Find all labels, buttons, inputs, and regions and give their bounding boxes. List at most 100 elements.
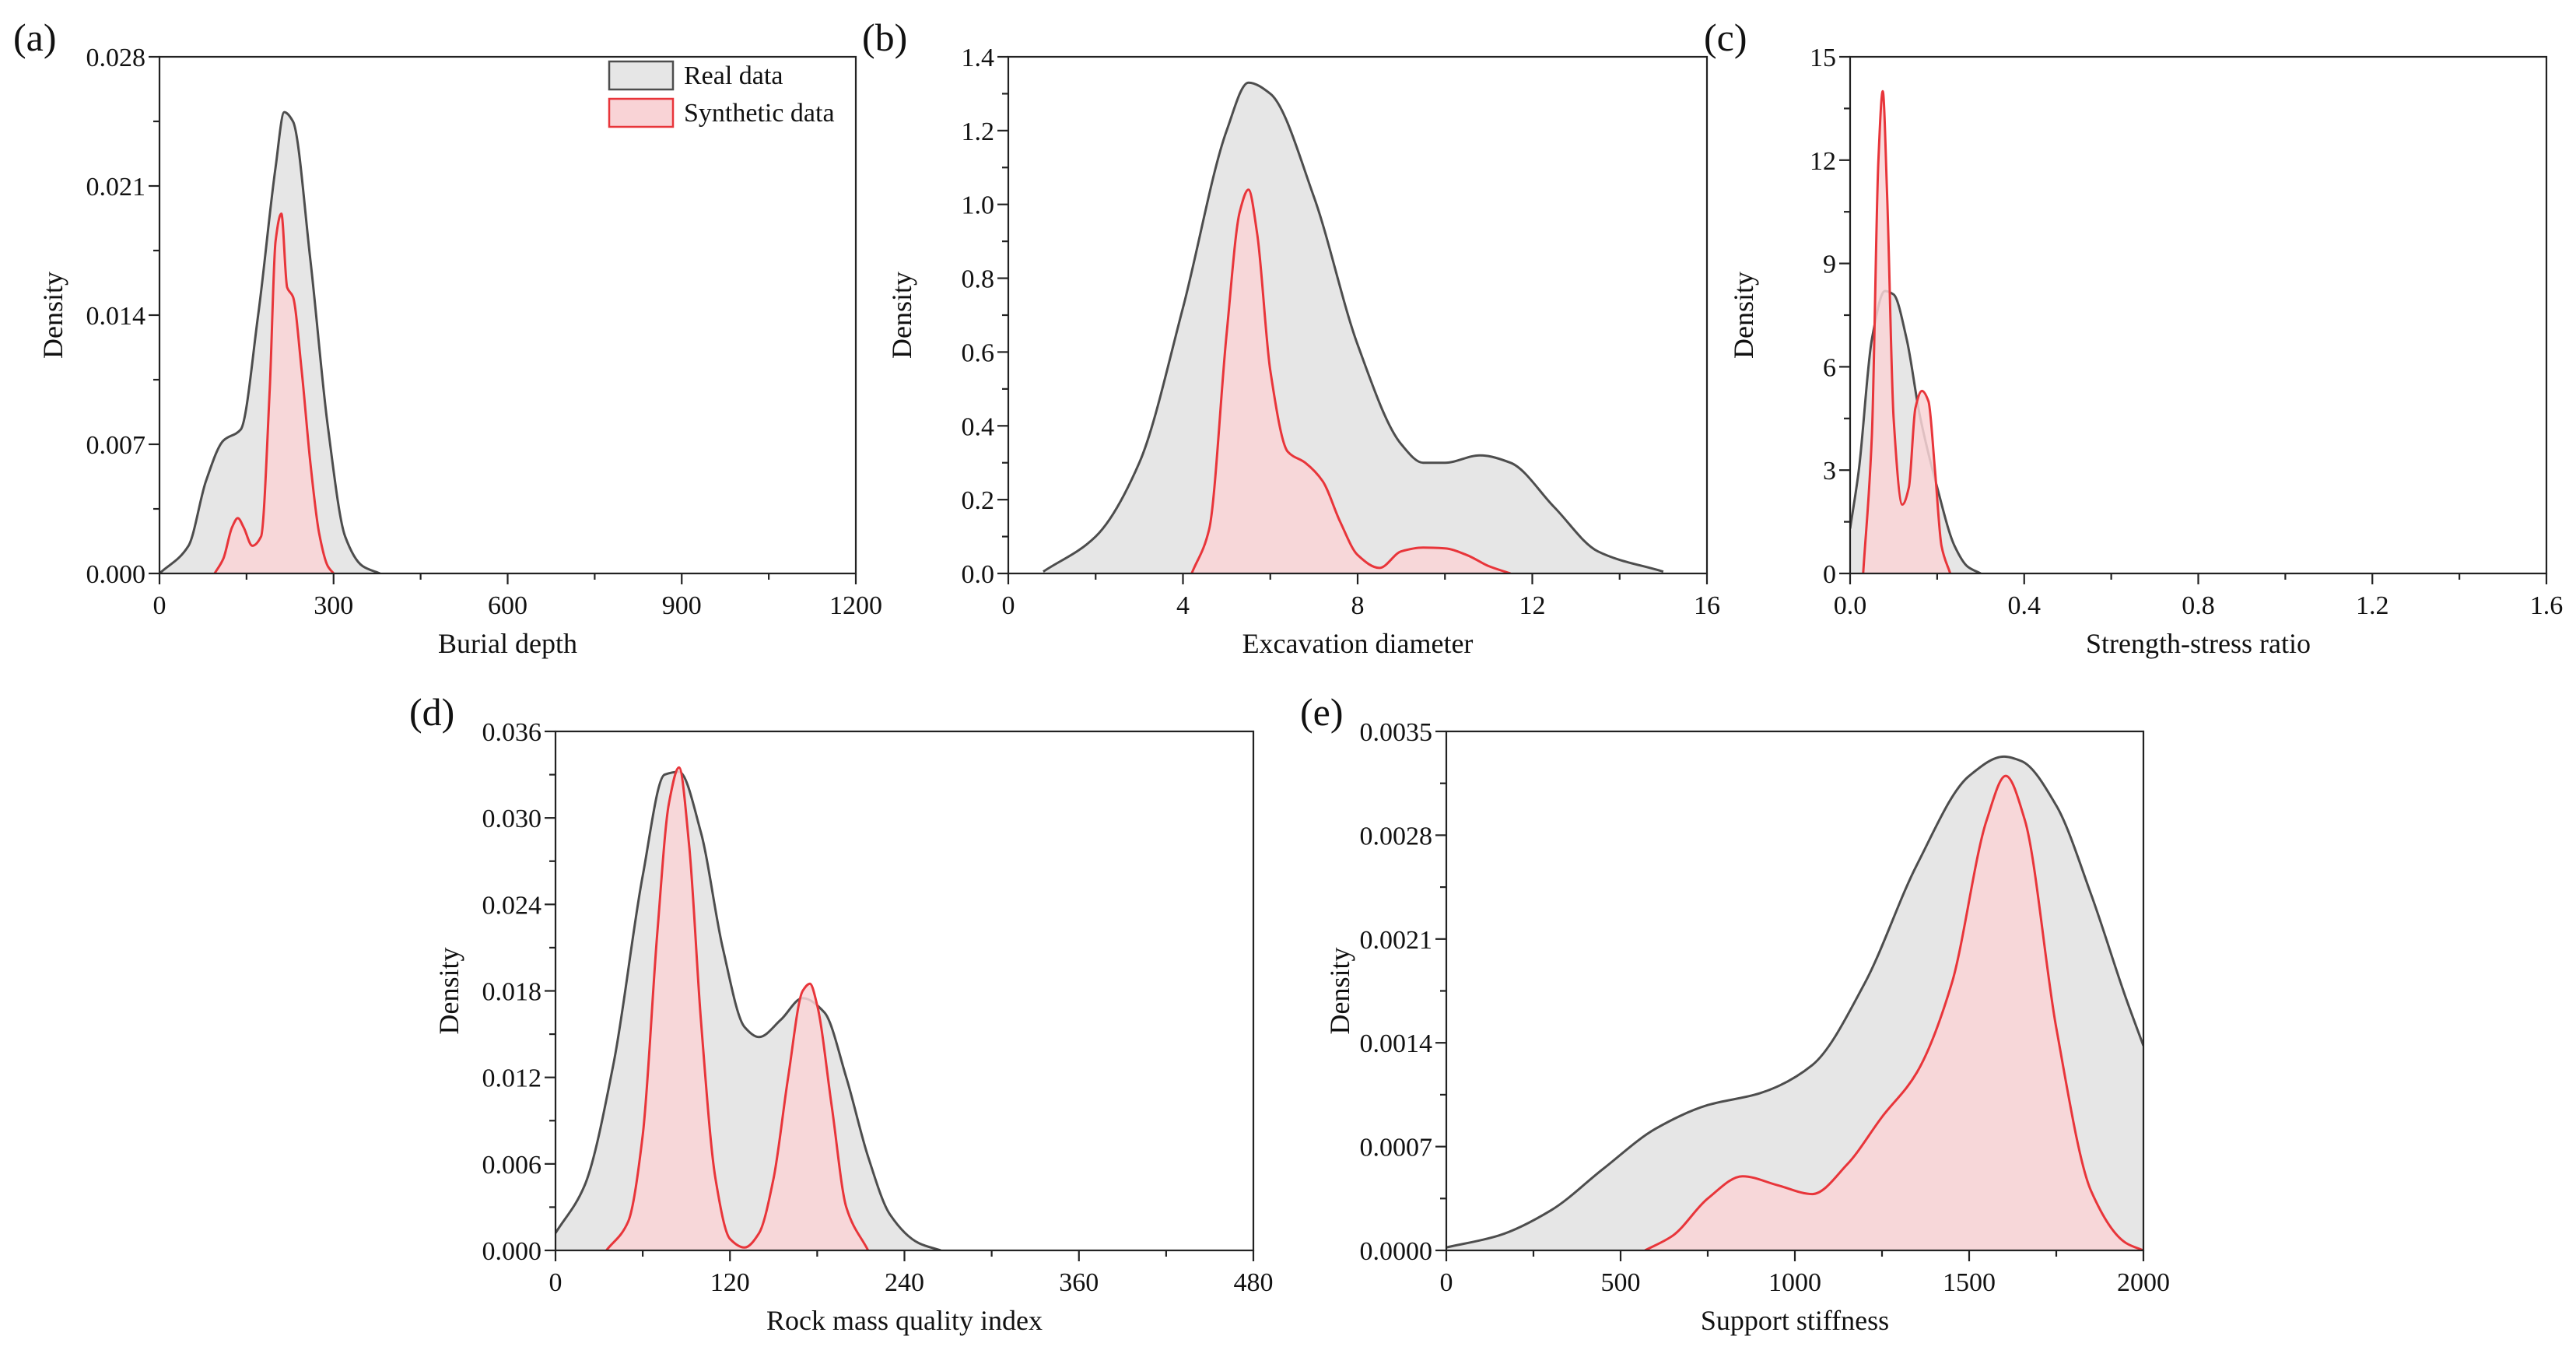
- y-tick-label: 1.4: [962, 44, 995, 72]
- legend-swatch: [608, 60, 675, 91]
- y-tick-label: 0.028: [86, 44, 146, 72]
- x-tick-label: 1200: [829, 591, 882, 620]
- panel-2: 0 4 8 12 16 0.0 0.2 0.4 0.6 0.8 1.0 1.2 1.4 Excavatio…: [862, 16, 1720, 659]
- y-axis-label: Density: [37, 272, 68, 359]
- synthetic-data-density-curve: [213, 212, 335, 573]
- panel-5: 0 500 1000 1500 2000 0.0000 0.0007 0.0014 0.0021…: [1300, 690, 2170, 1336]
- x-axis-label: Support stiffness: [1701, 1305, 1889, 1336]
- synthetic-data-density-curve: [1644, 774, 2143, 1250]
- x-tick-label: 0: [1002, 591, 1015, 620]
- x-axis-label: Strength-stress ratio: [2086, 628, 2311, 659]
- y-tick-label: 0.6: [962, 338, 995, 367]
- synthetic-data-area: [606, 767, 868, 1250]
- y-tick-label: 0.030: [482, 805, 542, 833]
- y-tick-label: 0.0: [962, 560, 995, 589]
- x-tick-label: 360: [1059, 1268, 1099, 1297]
- y-tick-label: 9: [1823, 251, 1836, 279]
- y-axis-label: Density: [1728, 272, 1759, 359]
- x-tick-label: 16: [1694, 591, 1720, 620]
- legend-label: Real data: [684, 61, 783, 90]
- x-tick-label: 12: [1519, 591, 1546, 620]
- y-tick-label: 0.0028: [1360, 822, 1433, 850]
- y-tick-label: 0.006: [482, 1151, 542, 1180]
- y-tick-label: 0.018: [482, 978, 542, 1007]
- synthetic-data-area: [1645, 776, 2143, 1250]
- real-data-density-curve: [1850, 289, 1982, 573]
- real-data-density-curve: [556, 770, 941, 1250]
- y-tick-label: 0.014: [86, 302, 146, 331]
- real-data-density-curve: [159, 110, 381, 573]
- x-tick-label: 1.6: [2530, 591, 2564, 620]
- y-tick-label: 0.0021: [1360, 926, 1433, 955]
- synthetic-data-area: [214, 213, 334, 573]
- x-axis-label: Excavation diameter: [1242, 628, 1474, 659]
- panel-label: (b): [862, 16, 907, 59]
- x-tick-label: 1.2: [2356, 591, 2389, 620]
- y-tick-label: 0.036: [482, 718, 542, 747]
- panel-label: (e): [1300, 690, 1344, 734]
- y-tick-label: 12: [1810, 147, 1836, 176]
- x-tick-label: 480: [1234, 1268, 1274, 1297]
- y-axis-label: Density: [433, 948, 464, 1035]
- panel-label: (d): [409, 690, 454, 734]
- x-tick-label: 0.8: [2182, 591, 2215, 620]
- synthetic-data-density-curve: [605, 766, 870, 1250]
- plot-frame: [1849, 55, 2548, 575]
- y-tick-label: 0.8: [962, 265, 995, 294]
- y-tick-label: 0.0000: [1360, 1237, 1433, 1266]
- x-tick-label: 0: [1440, 1268, 1453, 1297]
- y-axis-label: Density: [886, 272, 917, 359]
- panel-4: 0 120 240 360 480 0.000 0.006 0.012 0.018 0.024 0.…: [409, 690, 1274, 1336]
- x-tick-label: 240: [885, 1268, 924, 1297]
- panel-label: (c): [1704, 16, 1747, 59]
- x-tick-label: 600: [488, 591, 527, 620]
- x-axis-label: Burial depth: [438, 628, 577, 659]
- y-tick-label: 0.000: [86, 560, 146, 589]
- x-tick-label: 900: [662, 591, 702, 620]
- x-tick-label: 1500: [1943, 1268, 1996, 1297]
- y-tick-label: 0.0035: [1360, 718, 1433, 747]
- y-tick-label: 0.2: [962, 486, 995, 515]
- real-data-density-curve: [1043, 81, 1664, 573]
- legend-swatch: [608, 97, 675, 128]
- y-tick-label: 0.0014: [1360, 1029, 1433, 1058]
- x-tick-label: 1000: [1768, 1268, 1821, 1297]
- x-axis-label: Rock mass quality index: [766, 1305, 1043, 1336]
- y-tick-label: 6: [1823, 353, 1836, 382]
- panel-3: 0.0 0.4 0.8 1.2 1.6 0 3 6 9 12 15 Strength-stress r…: [1704, 16, 2563, 659]
- y-tick-label: 1.0: [962, 191, 995, 220]
- x-tick-label: 0.0: [1834, 591, 1867, 620]
- y-tick-label: 15: [1810, 44, 1836, 72]
- synthetic-data-area: [1863, 91, 1950, 573]
- x-tick-label: 0.4: [2008, 591, 2042, 620]
- synthetic-data-area: [1191, 189, 1511, 573]
- x-tick-label: 0: [153, 591, 166, 620]
- x-tick-label: 300: [314, 591, 353, 620]
- x-tick-label: 8: [1351, 591, 1365, 620]
- y-tick-label: 0.0007: [1360, 1134, 1433, 1162]
- y-tick-label: 0.007: [86, 431, 146, 460]
- x-tick-label: 0: [549, 1268, 563, 1297]
- synthetic-data-density-curve: [1862, 89, 1952, 573]
- panel-label: (a): [13, 16, 57, 59]
- y-axis-label: Density: [1324, 948, 1355, 1035]
- y-tick-label: 0: [1823, 560, 1836, 589]
- y-tick-label: 0.4: [962, 412, 995, 441]
- x-tick-label: 120: [710, 1268, 750, 1297]
- real-data-area: [1043, 82, 1663, 573]
- legend: Real data Synthetic data: [608, 60, 835, 128]
- real-data-area: [556, 771, 941, 1250]
- y-tick-label: 0.024: [482, 891, 542, 920]
- synthetic-data-density-curve: [1190, 188, 1511, 573]
- real-data-density-curve: [1446, 755, 2143, 1249]
- x-tick-label: 4: [1176, 591, 1190, 620]
- y-tick-label: 0.012: [482, 1064, 542, 1093]
- legend-label: Synthetic data: [684, 99, 835, 128]
- y-tick-label: 3: [1823, 457, 1836, 486]
- y-tick-label: 0.000: [482, 1237, 542, 1266]
- x-tick-label: 500: [1601, 1268, 1641, 1297]
- y-tick-label: 1.2: [962, 117, 995, 146]
- y-tick-label: 0.021: [86, 173, 146, 202]
- panel-1: 0 300 600 900 1200 0.000 0.007 0.014 0.021 0.028 B…: [13, 16, 882, 659]
